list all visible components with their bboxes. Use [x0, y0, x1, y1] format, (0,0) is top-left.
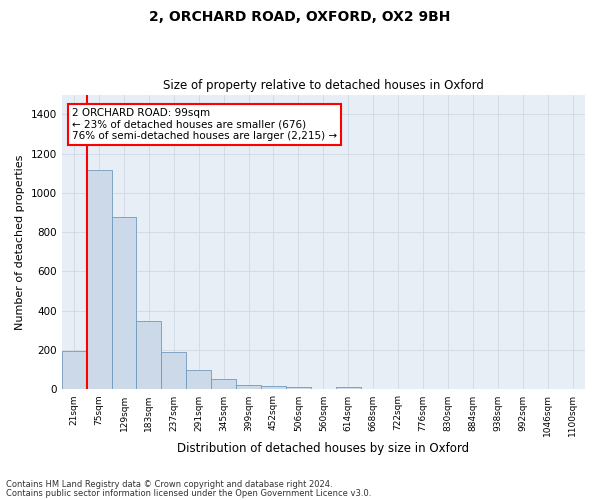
Bar: [86, 170, 112, 390]
X-axis label: Distribution of detached houses by size in Oxford: Distribution of detached houses by size …: [177, 442, 469, 455]
Bar: [112, 218, 136, 390]
Bar: [136, 320, 161, 390]
Title: Size of property relative to detached houses in Oxford: Size of property relative to detached ho…: [163, 79, 484, 92]
Text: 2 ORCHARD ROAD: 99sqm
← 23% of detached houses are smaller (676)
76% of semi-det: 2 ORCHARD ROAD: 99sqm ← 23% of detached …: [72, 108, 337, 141]
Bar: [286, 386, 311, 390]
Text: 2, ORCHARD ROAD, OXFORD, OX2 9BH: 2, ORCHARD ROAD, OXFORD, OX2 9BH: [149, 10, 451, 24]
Bar: [161, 352, 186, 390]
Text: Contains HM Land Registry data © Crown copyright and database right 2024.: Contains HM Land Registry data © Crown c…: [6, 480, 332, 489]
Y-axis label: Number of detached properties: Number of detached properties: [15, 154, 25, 330]
Bar: [186, 370, 211, 390]
Bar: [336, 387, 361, 390]
Bar: [261, 386, 286, 390]
Bar: [211, 379, 236, 390]
Text: Contains public sector information licensed under the Open Government Licence v3: Contains public sector information licen…: [6, 488, 371, 498]
Bar: [62, 351, 86, 390]
Bar: [236, 385, 261, 390]
